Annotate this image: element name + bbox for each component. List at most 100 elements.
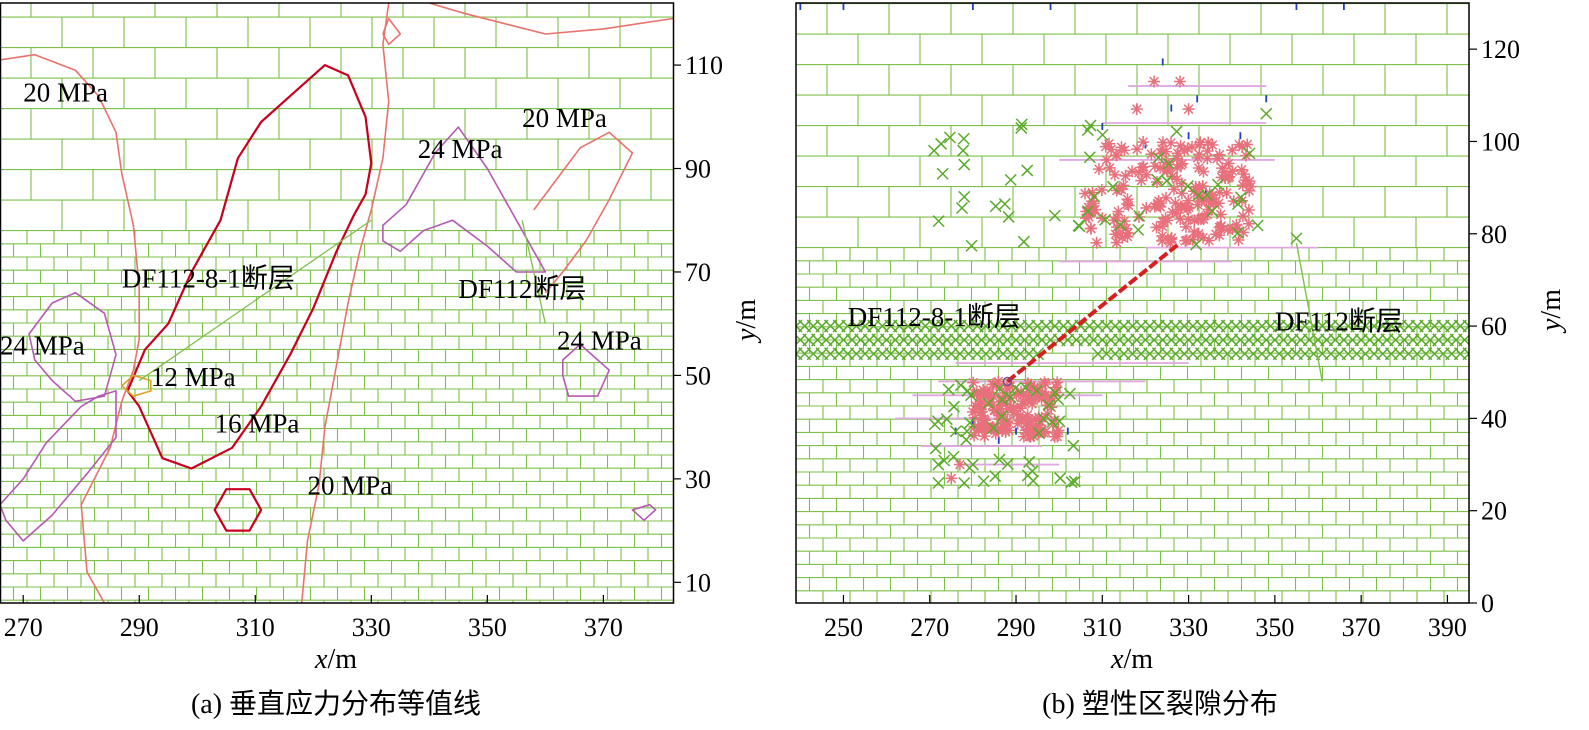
asterisk-marker: [1209, 228, 1222, 241]
contour-line-24-mpa: [631, 503, 657, 521]
asterisk-marker: [1151, 197, 1164, 210]
cross-marker: [1251, 219, 1264, 232]
asterisk-marker: [1050, 426, 1063, 439]
asterisk-marker: [1196, 180, 1209, 193]
cross-marker: [1081, 205, 1094, 218]
asterisk-marker: [1051, 376, 1064, 389]
asterisk-marker: [1025, 414, 1038, 427]
asterisk-marker: [1150, 221, 1163, 234]
cross-marker: [932, 458, 945, 471]
cross-marker: [1032, 427, 1045, 440]
cross-marker: [1083, 151, 1096, 164]
cross-marker: [949, 425, 962, 438]
asterisk-marker: [1238, 168, 1251, 181]
asterisk-marker: [1032, 411, 1045, 424]
asterisk-marker: [1148, 160, 1161, 173]
asterisk-marker: [1137, 135, 1150, 148]
cross-marker: [998, 197, 1011, 211]
panel-b-xtick-label: 250: [824, 613, 863, 642]
asterisk-marker: [967, 376, 980, 389]
asterisk-marker: [1033, 390, 1046, 403]
cross-marker: [1133, 209, 1146, 222]
asterisk-marker: [1016, 389, 1029, 402]
asterisk-marker: [1175, 201, 1188, 214]
cross-marker: [1200, 188, 1213, 202]
asterisk-marker: [945, 472, 958, 485]
asterisk-marker: [1236, 140, 1249, 153]
cross-marker: [977, 475, 990, 488]
cross-marker: [1462, 319, 1469, 333]
asterisk-marker: [1016, 412, 1029, 425]
asterisk-marker: [1235, 163, 1248, 176]
cross-marker: [966, 458, 979, 471]
asterisk-marker: [1161, 214, 1174, 227]
contour-annotation: 20 MPa: [522, 103, 607, 133]
asterisk-marker: [953, 458, 966, 471]
asterisk-marker: [1241, 138, 1254, 151]
asterisk-marker: [1021, 408, 1034, 421]
panel-b-ytick-label: 60: [1481, 312, 1507, 341]
asterisk-marker: [1047, 418, 1060, 431]
asterisk-marker: [1196, 211, 1209, 224]
cross-marker: [943, 131, 956, 144]
panel-a-faults: [138, 219, 546, 382]
asterisk-marker: [1213, 186, 1226, 199]
asterisk-marker: [1202, 136, 1215, 149]
panel-a-xtick-label: 290: [120, 613, 159, 642]
cross-marker: [1015, 121, 1028, 134]
asterisk-marker: [1191, 186, 1204, 199]
asterisk-marker: [1084, 222, 1097, 235]
asterisk-marker: [1170, 173, 1183, 186]
panel-a-x-ticks: 270 290 310 330 350 370: [4, 595, 623, 642]
panel-a-ytick-label: 90: [685, 155, 711, 184]
asterisk-marker: [1181, 202, 1194, 215]
asterisk-marker: [1121, 193, 1134, 206]
asterisk-marker: [1156, 215, 1169, 228]
asterisk-marker: [1202, 203, 1215, 216]
panel-b-clusters: [928, 75, 1303, 490]
asterisk-marker: [1174, 212, 1187, 225]
asterisk-marker: [1095, 184, 1108, 197]
cross-marker: [1088, 190, 1101, 203]
cross-marker: [1023, 455, 1036, 468]
panel-b-ylabel: y/m: [1536, 289, 1567, 334]
fault-line: [1006, 241, 1182, 384]
contour-line-24-mpa: [382, 126, 547, 273]
asterisk-marker: [996, 425, 1009, 438]
asterisk-marker: [1206, 139, 1219, 152]
asterisk-marker: [995, 402, 1008, 415]
cross-marker: [1027, 474, 1040, 487]
cross-marker: [1004, 391, 1017, 404]
asterisk-marker: [1167, 183, 1180, 196]
asterisk-marker: [1231, 222, 1244, 235]
asterisk-marker: [1010, 407, 1023, 420]
cross-marker: [957, 144, 970, 157]
asterisk-marker: [1175, 187, 1188, 200]
asterisk-marker: [1132, 166, 1145, 179]
cross-marker: [958, 190, 971, 203]
cross-marker: [1053, 415, 1066, 428]
asterisk-marker: [997, 416, 1010, 429]
asterisk-marker: [1215, 219, 1228, 232]
asterisk-marker: [1154, 161, 1167, 174]
asterisk-marker: [1145, 148, 1158, 161]
asterisk-marker: [1170, 152, 1183, 165]
asterisk-marker: [1130, 103, 1143, 116]
cross-marker: [1243, 147, 1256, 160]
panel-a-xtick-label: 330: [352, 613, 391, 642]
asterisk-marker: [1214, 208, 1227, 221]
asterisk-marker: [1029, 391, 1042, 404]
asterisk-marker: [1023, 382, 1036, 395]
cross-marker: [1004, 173, 1017, 186]
asterisk-marker: [1039, 378, 1052, 391]
asterisk-marker: [1131, 143, 1144, 156]
cross-marker: [1065, 476, 1078, 489]
asterisk-marker: [982, 389, 995, 402]
panel-a-xtick-label: 310: [236, 613, 275, 642]
asterisk-marker: [1173, 75, 1186, 88]
asterisk-marker: [988, 404, 1001, 417]
contour-line-16-mpa: [213, 488, 263, 532]
panel-b-ytick-label: 20: [1481, 497, 1507, 526]
asterisk-marker: [1029, 413, 1042, 426]
cross-marker: [942, 383, 955, 396]
